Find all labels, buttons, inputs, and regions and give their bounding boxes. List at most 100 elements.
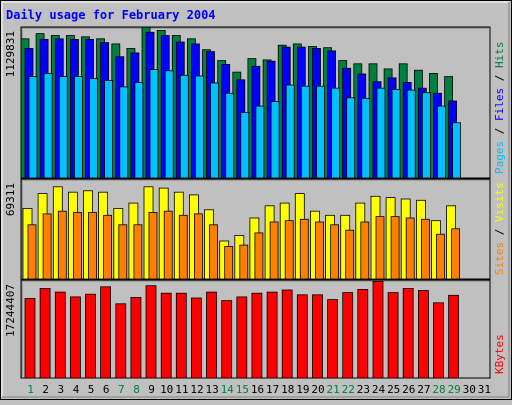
day-label-6: 6 xyxy=(103,383,110,396)
bar-sites-day-7 xyxy=(118,224,128,280)
bar-pages-day-14 xyxy=(225,92,235,179)
bar-pages-day-4 xyxy=(74,76,83,179)
legend-entry: Visits xyxy=(493,182,506,222)
bar-pages-day-11 xyxy=(179,74,189,179)
day-label-26: 26 xyxy=(402,383,415,396)
bar-kbytes-day-12 xyxy=(190,297,202,379)
bar-sites-day-21 xyxy=(330,224,340,280)
bar-pages-day-16 xyxy=(255,105,265,179)
bar-sites-day-1 xyxy=(27,224,37,280)
bar-kbytes-day-21 xyxy=(327,299,339,379)
bar-pages-day-1 xyxy=(28,76,38,179)
day-label-30: 30 xyxy=(463,383,476,396)
bar-kbytes-day-13 xyxy=(206,291,217,379)
bar-kbytes-day-6 xyxy=(100,286,111,379)
bar-kbytes-day-9 xyxy=(145,285,157,379)
day-label-19: 19 xyxy=(296,383,309,396)
day-label-14: 14 xyxy=(221,383,235,396)
bar-sites-day-17 xyxy=(269,221,279,280)
bar-kbytes-day-17 xyxy=(266,291,278,379)
bar-pages-day-13 xyxy=(210,82,219,179)
bar-pages-day-6 xyxy=(104,80,113,179)
bar-pages-day-28 xyxy=(437,105,446,179)
panel-legend: KBytes xyxy=(493,334,506,374)
bar-sites-day-16 xyxy=(254,232,264,280)
bar-sites-day-26 xyxy=(405,217,415,280)
bar-sites-day-10 xyxy=(163,210,173,280)
bar-sites-day-29 xyxy=(451,228,461,280)
day-label-10: 10 xyxy=(160,383,173,396)
day-label-11: 11 xyxy=(175,383,188,396)
bar-kbytes-day-14 xyxy=(221,300,233,379)
bar-kbytes-day-15 xyxy=(236,296,248,379)
legend-entry: Pages xyxy=(493,141,506,174)
bar-sites-day-18 xyxy=(284,220,294,280)
bar-sites-day-24 xyxy=(375,216,385,280)
bar-kbytes-day-23 xyxy=(357,288,369,379)
bar-pages-day-19 xyxy=(300,85,310,179)
bar-sites-day-3 xyxy=(57,210,67,280)
bar-pages-day-7 xyxy=(119,86,129,179)
bar-pages-day-9 xyxy=(149,69,159,179)
day-label-21: 21 xyxy=(326,383,339,396)
bar-pages-day-15 xyxy=(240,112,250,179)
bar-sites-day-27 xyxy=(420,218,430,280)
bar-sites-day-4 xyxy=(73,212,82,280)
day-label-18: 18 xyxy=(281,383,294,396)
legend-entry: KBytes xyxy=(493,334,506,374)
day-label-16: 16 xyxy=(251,383,264,396)
bar-pages-day-3 xyxy=(58,76,68,179)
legend-entry: / xyxy=(493,68,506,88)
bar-sites-day-6 xyxy=(103,214,112,280)
bar-kbytes-day-20 xyxy=(312,294,323,379)
bar-pages-day-2 xyxy=(43,73,53,179)
bar-sites-day-14 xyxy=(224,246,234,280)
day-label-24: 24 xyxy=(372,383,386,396)
panel-inner-shadow xyxy=(21,280,489,377)
bar-kbytes-day-4 xyxy=(70,296,81,379)
bar-pages-day-8 xyxy=(134,82,144,179)
bar-sites-day-19 xyxy=(299,218,309,280)
day-label-12: 12 xyxy=(190,383,203,396)
day-label-17: 17 xyxy=(266,383,279,396)
bar-kbytes-day-10 xyxy=(160,292,172,379)
bar-kbytes-day-19 xyxy=(296,294,308,379)
bar-sites-day-11 xyxy=(178,214,188,280)
panel-max-label: 1129831 xyxy=(4,31,17,77)
panel-max-label: 17244407 xyxy=(4,284,17,337)
bar-sites-day-28 xyxy=(436,233,445,280)
day-label-29: 29 xyxy=(448,383,461,396)
bar-pages-day-24 xyxy=(376,87,386,179)
day-label-27: 27 xyxy=(417,383,430,396)
bar-pages-day-10 xyxy=(164,70,174,179)
bar-pages-day-5 xyxy=(89,78,98,179)
bar-pages-day-12 xyxy=(194,75,204,179)
bar-kbytes-day-16 xyxy=(251,292,263,379)
bar-sites-day-25 xyxy=(390,216,400,280)
bar-pages-day-29 xyxy=(452,122,462,179)
bar-pages-day-25 xyxy=(391,89,401,179)
bar-sites-day-13 xyxy=(209,224,218,280)
day-label-31: 31 xyxy=(478,383,491,396)
day-label-4: 4 xyxy=(73,383,80,396)
bar-kbytes-day-2 xyxy=(39,287,51,379)
bar-kbytes-day-1 xyxy=(24,298,36,379)
day-label-22: 22 xyxy=(342,383,355,396)
bar-pages-day-20 xyxy=(316,85,325,179)
day-label-25: 25 xyxy=(387,383,400,396)
legend-entry: Hits xyxy=(493,42,506,69)
bar-kbytes-day-29 xyxy=(448,294,460,379)
bar-kbytes-day-8 xyxy=(130,296,142,379)
bar-sites-day-22 xyxy=(345,229,355,280)
day-label-7: 7 xyxy=(118,383,125,396)
bar-sites-day-15 xyxy=(239,244,249,280)
bar-kbytes-day-18 xyxy=(281,289,293,379)
bar-sites-day-9 xyxy=(148,212,158,280)
bar-pages-day-27 xyxy=(421,92,431,179)
bar-sites-day-8 xyxy=(133,224,143,280)
bar-kbytes-day-22 xyxy=(342,292,354,379)
bar-pages-day-18 xyxy=(285,84,295,179)
legend-entry: Sites xyxy=(493,242,506,275)
panel-legend: Sites / Visits xyxy=(493,182,506,275)
